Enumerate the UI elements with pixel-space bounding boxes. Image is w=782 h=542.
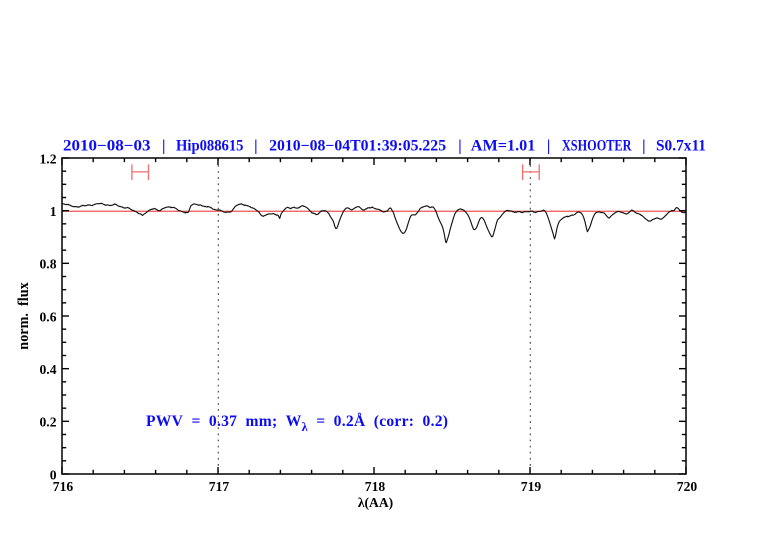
svg-text:1.2: 1.2 [40,151,57,166]
svg-text:XSHOOTER: XSHOOTER [562,138,632,155]
svg-text:S0.7x11: S0.7x11 [656,138,706,155]
svg-text:718: 718 [365,479,386,494]
svg-text:λ(AA): λ(AA) [358,495,393,511]
svg-text:719: 719 [521,479,542,494]
svg-text:0.4: 0.4 [40,362,57,377]
svg-text:|: | [162,138,165,155]
svg-text:1: 1 [50,204,57,219]
svg-text:0.8: 0.8 [40,257,57,272]
svg-text:2010−08−03: 2010−08−03 [63,138,151,155]
svg-text:|: | [458,138,461,155]
svg-text:717: 717 [209,479,230,494]
svg-text:720: 720 [677,479,698,494]
svg-text:|: | [642,138,645,155]
svg-text:2010−08−04T01:39:05.225: 2010−08−04T01:39:05.225 [269,138,446,155]
svg-text:|: | [254,138,257,155]
svg-text:Hip088615: Hip088615 [176,138,244,155]
svg-text:0: 0 [50,467,57,482]
svg-text:0.2: 0.2 [40,415,57,430]
svg-text:|: | [547,138,550,155]
svg-text:0.6: 0.6 [40,309,57,324]
svg-text:716: 716 [53,479,74,494]
svg-text:PWV = 0.37 mm; Wλ = 0.2Å: PWV = 0.37 mm; Wλ = 0.2Å (corr: 0.2) [146,413,448,434]
svg-text:AM=1.01: AM=1.01 [471,138,536,155]
svg-text:norm. flux: norm. flux [16,281,32,349]
